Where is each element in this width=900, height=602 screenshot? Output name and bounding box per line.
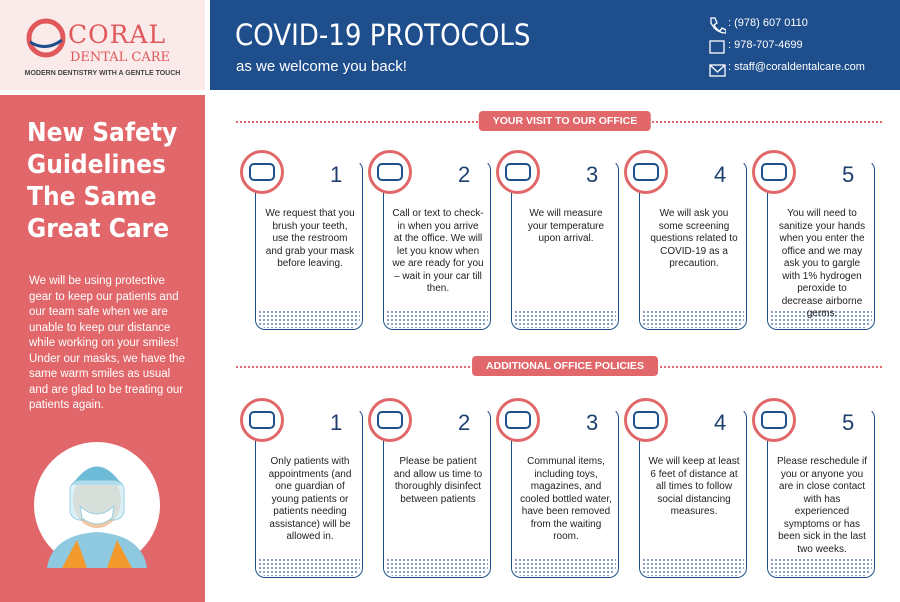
step-icon-glyph [761,163,787,181]
card-pattern [386,558,488,576]
contact: : 978-707-4699 [728,39,803,51]
illustration [34,442,160,568]
section-title: ADDITIONAL OFFICE POLICIES [472,356,658,376]
step-number: 4 [714,410,727,435]
step-icon [368,150,412,194]
logo-sub: DENTAL CARE [70,50,171,65]
step-icon [240,150,284,194]
step-number: 2 [458,162,471,187]
contact: : staff@coraldentalcare.com [728,61,865,73]
step-icon [752,398,796,442]
step-text: We request that you brush your teeth, us… [265,208,355,269]
sidebar-heading: Great Care [27,214,170,244]
card-pattern [642,558,744,576]
step-number: 5 [842,162,855,187]
header [210,0,900,90]
card-frame [255,408,363,578]
step-text: Only patients with appointments (and one… [268,456,352,542]
step-number: 1 [330,162,343,187]
card-pattern [258,558,360,576]
sidebar-heading: Guidelines [27,150,166,180]
step-icon [368,398,412,442]
title: COVID-19 PROTOCOLS [235,18,531,52]
section-title: YOUR VISIT TO OUR OFFICE [478,111,652,131]
card-frame [383,160,491,330]
step-icon-glyph [377,163,403,181]
step-icon-glyph [377,411,403,429]
card-pattern [770,310,872,328]
step-number: 1 [330,410,343,435]
card-pattern [514,558,616,576]
step-text: We will keep at least 6 feet of distance… [648,456,740,517]
card-frame [511,160,619,330]
card-frame [383,408,491,578]
step-icon-glyph [249,411,275,429]
contact-icons [708,15,727,90]
step-number: 3 [586,410,599,435]
step-text: We will measure your temperature upon ar… [527,208,605,244]
step-icon [240,398,284,442]
logo-tagline: MODERN DENTISTRY WITH A GENTLE TOUCH [24,70,181,77]
logo-mark [26,18,66,58]
subtitle: as we welcome you back! [236,58,407,75]
card-frame [767,408,875,578]
step-icon-glyph [633,163,659,181]
step-number: 4 [714,162,727,187]
step-icon [496,398,540,442]
sidebar-body: We will be using protective gear to keep… [29,275,185,411]
card-frame [639,160,747,330]
step-number: 2 [458,410,471,435]
step-number: 5 [842,410,855,435]
step-icon-glyph [249,163,275,181]
step-icon [624,150,668,194]
logo-panel: CORAL DENTAL CARE MODERN DENTISTRY WITH … [0,0,205,90]
step-text: Communal items, including toys, magazine… [520,456,612,542]
card-pattern [642,310,744,328]
contact: : (978) 607 0110 [728,17,808,29]
step-text: Call or text to check-in when you arrive… [392,208,484,294]
step-number: 3 [586,162,599,187]
step-icon [624,398,668,442]
sidebar-heading: New Safety [27,118,178,148]
card-pattern [258,310,360,328]
step-text: You will need to sanitize your hands whe… [778,208,866,319]
step-text: We will ask you some screening questions… [650,208,738,269]
step-icon [496,150,540,194]
card-pattern [386,310,488,328]
step-text: Please reschedule if you or anyone you a… [776,456,868,555]
card-frame [639,408,747,578]
step-icon [752,150,796,194]
contact-icon-set [709,17,727,77]
card-frame [255,160,363,330]
sidebar-heading: The Same [27,182,157,212]
step-icon-glyph [633,411,659,429]
card-pattern [514,310,616,328]
step-text: Please be patient and allow us time to t… [393,456,483,505]
card-pattern [770,558,872,576]
step-icon-glyph [505,411,531,429]
logo-name: CORAL [68,20,167,49]
card-frame [767,160,875,330]
step-icon-glyph [505,163,531,181]
step-icon-glyph [761,411,787,429]
card-frame [511,408,619,578]
